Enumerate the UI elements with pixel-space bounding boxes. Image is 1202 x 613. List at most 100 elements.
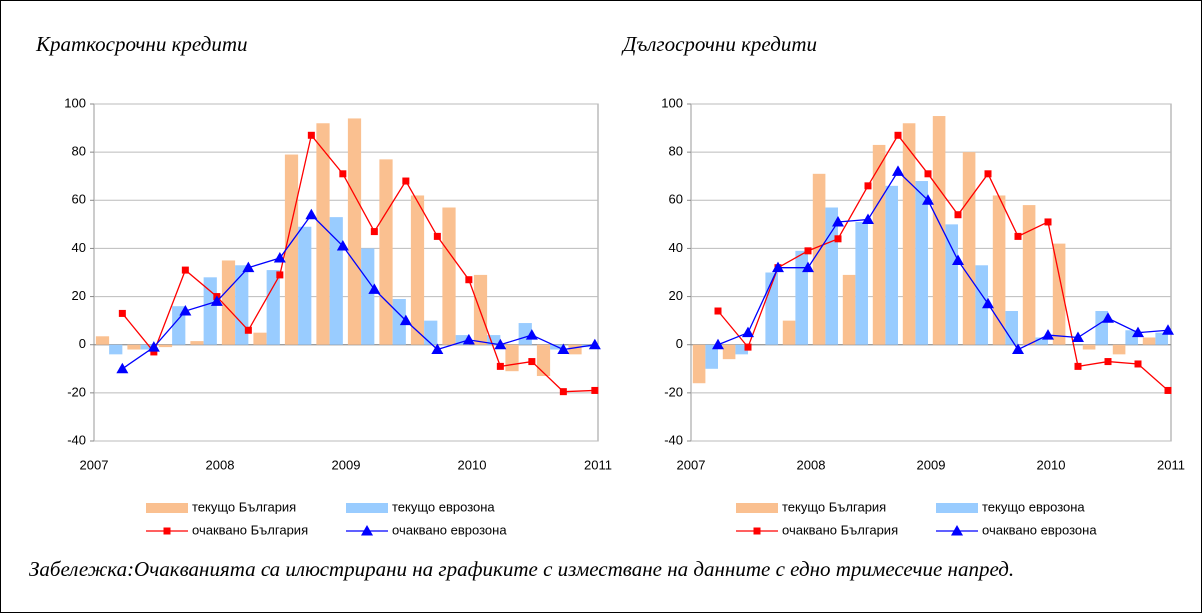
x-tick-label: 2010 xyxy=(458,457,487,472)
bar xyxy=(782,320,796,345)
x-tick-label: 2007 xyxy=(80,457,109,472)
bar xyxy=(190,341,204,345)
marker xyxy=(244,326,252,334)
marker xyxy=(862,213,874,225)
bar xyxy=(568,344,582,355)
marker xyxy=(952,254,964,265)
bar xyxy=(109,344,123,355)
marker xyxy=(742,326,754,338)
marker xyxy=(147,341,160,352)
marker xyxy=(744,343,752,351)
marker xyxy=(588,338,601,350)
bar xyxy=(902,123,916,345)
bar xyxy=(992,195,1006,345)
marker xyxy=(307,131,315,139)
bar xyxy=(1112,344,1126,355)
marker xyxy=(1162,324,1174,335)
marker xyxy=(1102,312,1114,323)
marker xyxy=(465,276,473,284)
line xyxy=(121,133,595,393)
x-tick-label: 2008 xyxy=(797,457,826,472)
y-tick-label: 60 xyxy=(669,192,683,207)
legend-swatch xyxy=(346,503,388,513)
marker xyxy=(559,388,567,396)
legend-label: текущо еврозона xyxy=(982,499,1085,514)
bar xyxy=(329,217,343,345)
bar xyxy=(705,344,718,369)
marker xyxy=(1074,362,1082,370)
marker xyxy=(864,182,872,190)
y-tick-label: 60 xyxy=(72,192,86,207)
bar xyxy=(1142,337,1156,345)
bar xyxy=(536,344,551,377)
bar xyxy=(442,207,456,345)
bar xyxy=(473,274,488,345)
bar xyxy=(842,274,856,345)
bar xyxy=(692,344,706,384)
legend-label: текущо България xyxy=(782,499,886,514)
marker xyxy=(242,261,255,273)
legend-label: очаквано еврозона xyxy=(982,522,1097,537)
y-tick-label: 0 xyxy=(676,336,683,351)
bar xyxy=(812,173,826,345)
bar xyxy=(347,118,362,345)
legend-marker xyxy=(361,525,373,536)
legend-swatch xyxy=(736,503,778,513)
bar xyxy=(765,272,778,345)
legend-label: текущо еврозона xyxy=(392,499,495,514)
charts: Краткосрочни кредити -40 -20 0 20 40 60 80 100 20… xyxy=(35,32,1185,538)
y-tick-label: 40 xyxy=(669,240,683,255)
marker xyxy=(804,247,812,255)
marker xyxy=(370,228,378,236)
marker xyxy=(276,271,284,279)
bar xyxy=(316,123,330,345)
legend-marker xyxy=(951,525,963,536)
marker xyxy=(714,307,722,315)
marker xyxy=(528,358,536,366)
marker xyxy=(802,261,814,273)
x-tick-label: 2011 xyxy=(584,457,612,472)
x-tick-label: 2008 xyxy=(206,457,235,472)
marker xyxy=(1164,386,1172,394)
note: Забележка:Очакванията са илюстрирани на … xyxy=(29,557,1015,581)
legend-label: очаквано България xyxy=(192,522,308,537)
marker xyxy=(336,240,349,251)
x-tick-label: 2010 xyxy=(1037,457,1066,472)
marker xyxy=(712,338,724,350)
marker xyxy=(1044,218,1052,226)
bar xyxy=(253,332,267,345)
bar xyxy=(855,221,868,345)
bar xyxy=(795,250,808,345)
y-tick-label: 80 xyxy=(72,144,86,159)
bar xyxy=(361,248,375,345)
marker xyxy=(179,305,192,316)
chart-title: Краткосрочни кредити xyxy=(35,32,248,56)
y-tick-label: 0 xyxy=(79,336,86,351)
bar xyxy=(127,344,141,350)
marker xyxy=(924,170,932,178)
bar xyxy=(284,154,299,345)
marker xyxy=(496,362,504,370)
bar xyxy=(945,224,958,345)
legend-marker xyxy=(163,527,171,535)
bar xyxy=(735,344,748,355)
bar xyxy=(1052,243,1066,345)
marker xyxy=(954,211,962,219)
chart-title: Дългосрочни кредити xyxy=(621,32,817,56)
y-tick-label: -40 xyxy=(67,432,86,447)
marker xyxy=(402,177,410,185)
bar xyxy=(932,116,946,345)
marker xyxy=(1134,360,1142,368)
bar xyxy=(1035,337,1048,345)
y-tick-label: -20 xyxy=(67,384,86,399)
bar xyxy=(424,320,438,345)
marker xyxy=(591,386,599,394)
y-tick-label: 100 xyxy=(661,95,683,110)
y-tick-label: 80 xyxy=(669,144,683,159)
bar xyxy=(915,181,928,345)
line xyxy=(121,213,595,370)
bar xyxy=(505,344,519,372)
bar xyxy=(235,265,249,345)
y-tick-label: 100 xyxy=(64,95,86,110)
bar xyxy=(140,344,154,350)
